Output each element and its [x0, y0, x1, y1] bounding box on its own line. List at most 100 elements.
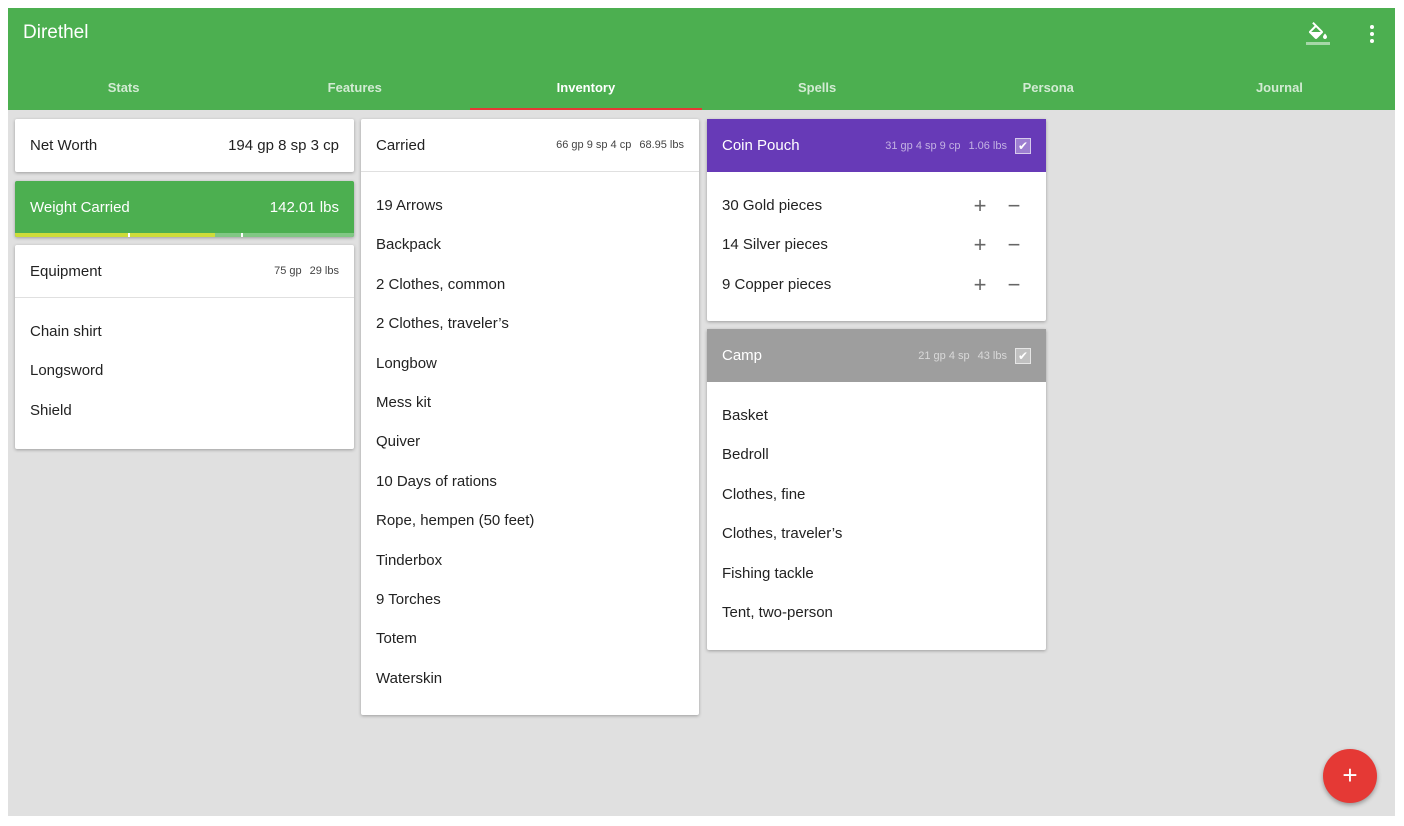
tab-stats[interactable]: Stats	[107, 80, 140, 95]
tab-spells[interactable]: Spells	[797, 80, 837, 95]
list-item[interactable]: 10 Days of rations	[361, 462, 699, 501]
equipment-card: Equipment 75 gp 29 lbs Chain shirt Longswo…	[15, 245, 354, 449]
coin-pouch-header[interactable]: Coin Pouch 31 gp 4 sp 9 cp 1.06 lbs ✔	[707, 119, 1046, 172]
list-item[interactable]: Waterskin	[361, 659, 699, 698]
item-name: 10 Days of rations	[376, 472, 497, 490]
coin-pouch-title: Coin Pouch	[722, 137, 800, 154]
list-item[interactable]: Longsword	[15, 351, 354, 390]
equipment-weight: 29 lbs	[309, 265, 339, 277]
item-name: Waterskin	[376, 669, 443, 687]
carried-weight: 68.95 lbs	[639, 139, 684, 151]
item-name: Tinderbox	[376, 551, 443, 569]
list-item[interactable]: 2 Clothes, traveler’s	[361, 304, 699, 343]
item-name: 2 Clothes, traveler’s	[376, 315, 509, 333]
plus-icon[interactable]: +	[973, 232, 987, 258]
tab-bar: Stats Features Inventory Spells Persona …	[8, 72, 1395, 110]
weight-tick	[240, 233, 243, 237]
item-name: Longsword	[30, 362, 104, 380]
item-name: Totem	[376, 630, 417, 648]
coin-pouch-card: Coin Pouch 31 gp 4 sp 9 cp 1.06 lbs ✔ 30 Go…	[707, 119, 1046, 321]
list-item[interactable]: Rope, hempen (50 feet)	[361, 501, 699, 540]
camp-checkbox[interactable]: ✔	[1015, 347, 1031, 364]
weight-value: 142.01 lbs	[269, 198, 339, 216]
item-name: 2 Clothes, common	[376, 275, 506, 293]
list-item[interactable]: Totem	[361, 619, 699, 658]
list-item[interactable]: 19 Arrows	[361, 186, 699, 225]
weight-progress-bar	[15, 233, 354, 237]
item-name: 14 Silver pieces	[722, 236, 828, 254]
item-name: Tent, two-person	[722, 603, 833, 621]
list-item[interactable]: Clothes, traveler’s	[707, 514, 1046, 553]
item-name: Longbow	[376, 354, 437, 372]
item-name: Clothes, traveler’s	[722, 525, 843, 543]
tab-journal[interactable]: Journal	[1255, 80, 1303, 95]
tab-features[interactable]: Features	[327, 80, 382, 95]
net-worth-label: Net Worth	[30, 137, 98, 154]
list-item[interactable]: Backpack	[361, 225, 699, 264]
list-item[interactable]: Mess kit	[361, 383, 699, 422]
net-worth-card: Net Worth 194 gp 8 sp 3 cp	[15, 119, 354, 172]
equipment-list: Chain shirt Longsword Shield	[15, 298, 354, 444]
item-name: Rope, hempen (50 feet)	[376, 512, 535, 530]
list-item[interactable]: 9 Torches	[361, 580, 699, 619]
minus-icon[interactable]: −	[1007, 193, 1021, 218]
item-name: Shield	[30, 401, 72, 419]
camp-list: Basket Bedroll Clothes, fine Clothes, trave…	[707, 382, 1046, 646]
list-item[interactable]: Quiver	[361, 422, 699, 461]
list-item[interactable]: Shield	[15, 391, 354, 430]
plus-icon[interactable]: +	[973, 271, 987, 297]
weight-tick	[127, 233, 130, 237]
item-name: 19 Arrows	[376, 197, 443, 214]
list-item[interactable]: 9 Copper pieces + −	[707, 265, 1046, 304]
item-name: 9 Torches	[376, 590, 441, 608]
list-item[interactable]: Longbow	[361, 344, 699, 383]
item-name: Backpack	[376, 236, 442, 254]
carried-list: 19 Arrows Backpack 2 Clothes, common 2 Clot…	[361, 172, 699, 712]
item-name: 9 Copper pieces	[722, 275, 832, 293]
list-item[interactable]: Tinderbox	[361, 541, 699, 580]
more-vert-icon[interactable]	[1360, 22, 1384, 46]
carried-header[interactable]: Carried 66 gp 9 sp 4 cp 68.95 lbs	[361, 119, 699, 172]
carried-card: Carried 66 gp 9 sp 4 cp 68.95 lbs 19 Arrow…	[361, 119, 699, 715]
character-name: Direthel	[23, 22, 89, 43]
equipment-cost: 75 gp	[274, 265, 302, 277]
item-name: 30 Gold pieces	[722, 197, 823, 214]
weight-label: Weight Carried	[30, 198, 130, 216]
camp-header[interactable]: Camp 21 gp 4 sp 43 lbs ✔	[707, 329, 1046, 382]
weight-progress-fill	[15, 233, 215, 237]
list-item[interactable]: Basket	[707, 396, 1046, 435]
net-worth-value: 194 gp 8 sp 3 cp	[228, 137, 339, 154]
list-item[interactable]: 2 Clothes, common	[361, 265, 699, 304]
carried-title: Carried	[376, 136, 426, 154]
camp-card: Camp 21 gp 4 sp 43 lbs ✔ Basket Bedroll Cloth…	[707, 329, 1046, 650]
list-item[interactable]: 30 Gold pieces + −	[707, 186, 1046, 225]
coin-list: 30 Gold pieces + −14 Silver pieces + −9 Copp…	[707, 172, 1046, 318]
app-bar: Direthel Stats Features Inventory Spells…	[8, 8, 1395, 110]
camp-title: Camp	[722, 347, 763, 364]
minus-icon[interactable]: −	[1007, 271, 1021, 297]
camp-weight: 43 lbs	[977, 349, 1007, 362]
tab-persona[interactable]: Persona	[1022, 80, 1074, 95]
list-item[interactable]: Chain shirt	[15, 312, 354, 351]
item-name: Chain shirt	[30, 323, 102, 340]
list-item[interactable]: Bedroll	[707, 435, 1046, 474]
list-item[interactable]: 14 Silver pieces + −	[707, 225, 1046, 264]
list-item[interactable]: Fishing tackle	[707, 554, 1046, 593]
weight-carried-card[interactable]: Weight Carried 142.01 lbs	[15, 181, 354, 237]
minus-icon[interactable]: −	[1007, 232, 1021, 258]
equipment-header[interactable]: Equipment 75 gp 29 lbs	[15, 245, 354, 298]
add-item-button[interactable]: +	[1323, 749, 1377, 803]
plus-icon[interactable]: +	[973, 193, 987, 218]
coin-pouch-checkbox[interactable]: ✔	[1015, 137, 1031, 154]
tab-inventory[interactable]: Inventory	[470, 72, 702, 110]
format-color-fill-icon[interactable]	[1306, 22, 1330, 46]
app: Direthel Stats Features Inventory Spells…	[8, 8, 1395, 816]
item-name: Clothes, fine	[722, 485, 806, 503]
item-name: Basket	[722, 407, 768, 424]
carried-cost: 66 gp 9 sp 4 cp	[556, 139, 632, 151]
camp-cost: 21 gp 4 sp	[918, 349, 970, 362]
coin-pouch-cost: 31 gp 4 sp 9 cp	[885, 139, 961, 152]
list-item[interactable]: Tent, two-person	[707, 593, 1046, 632]
list-item[interactable]: Clothes, fine	[707, 475, 1046, 514]
equipment-title: Equipment	[30, 262, 102, 280]
